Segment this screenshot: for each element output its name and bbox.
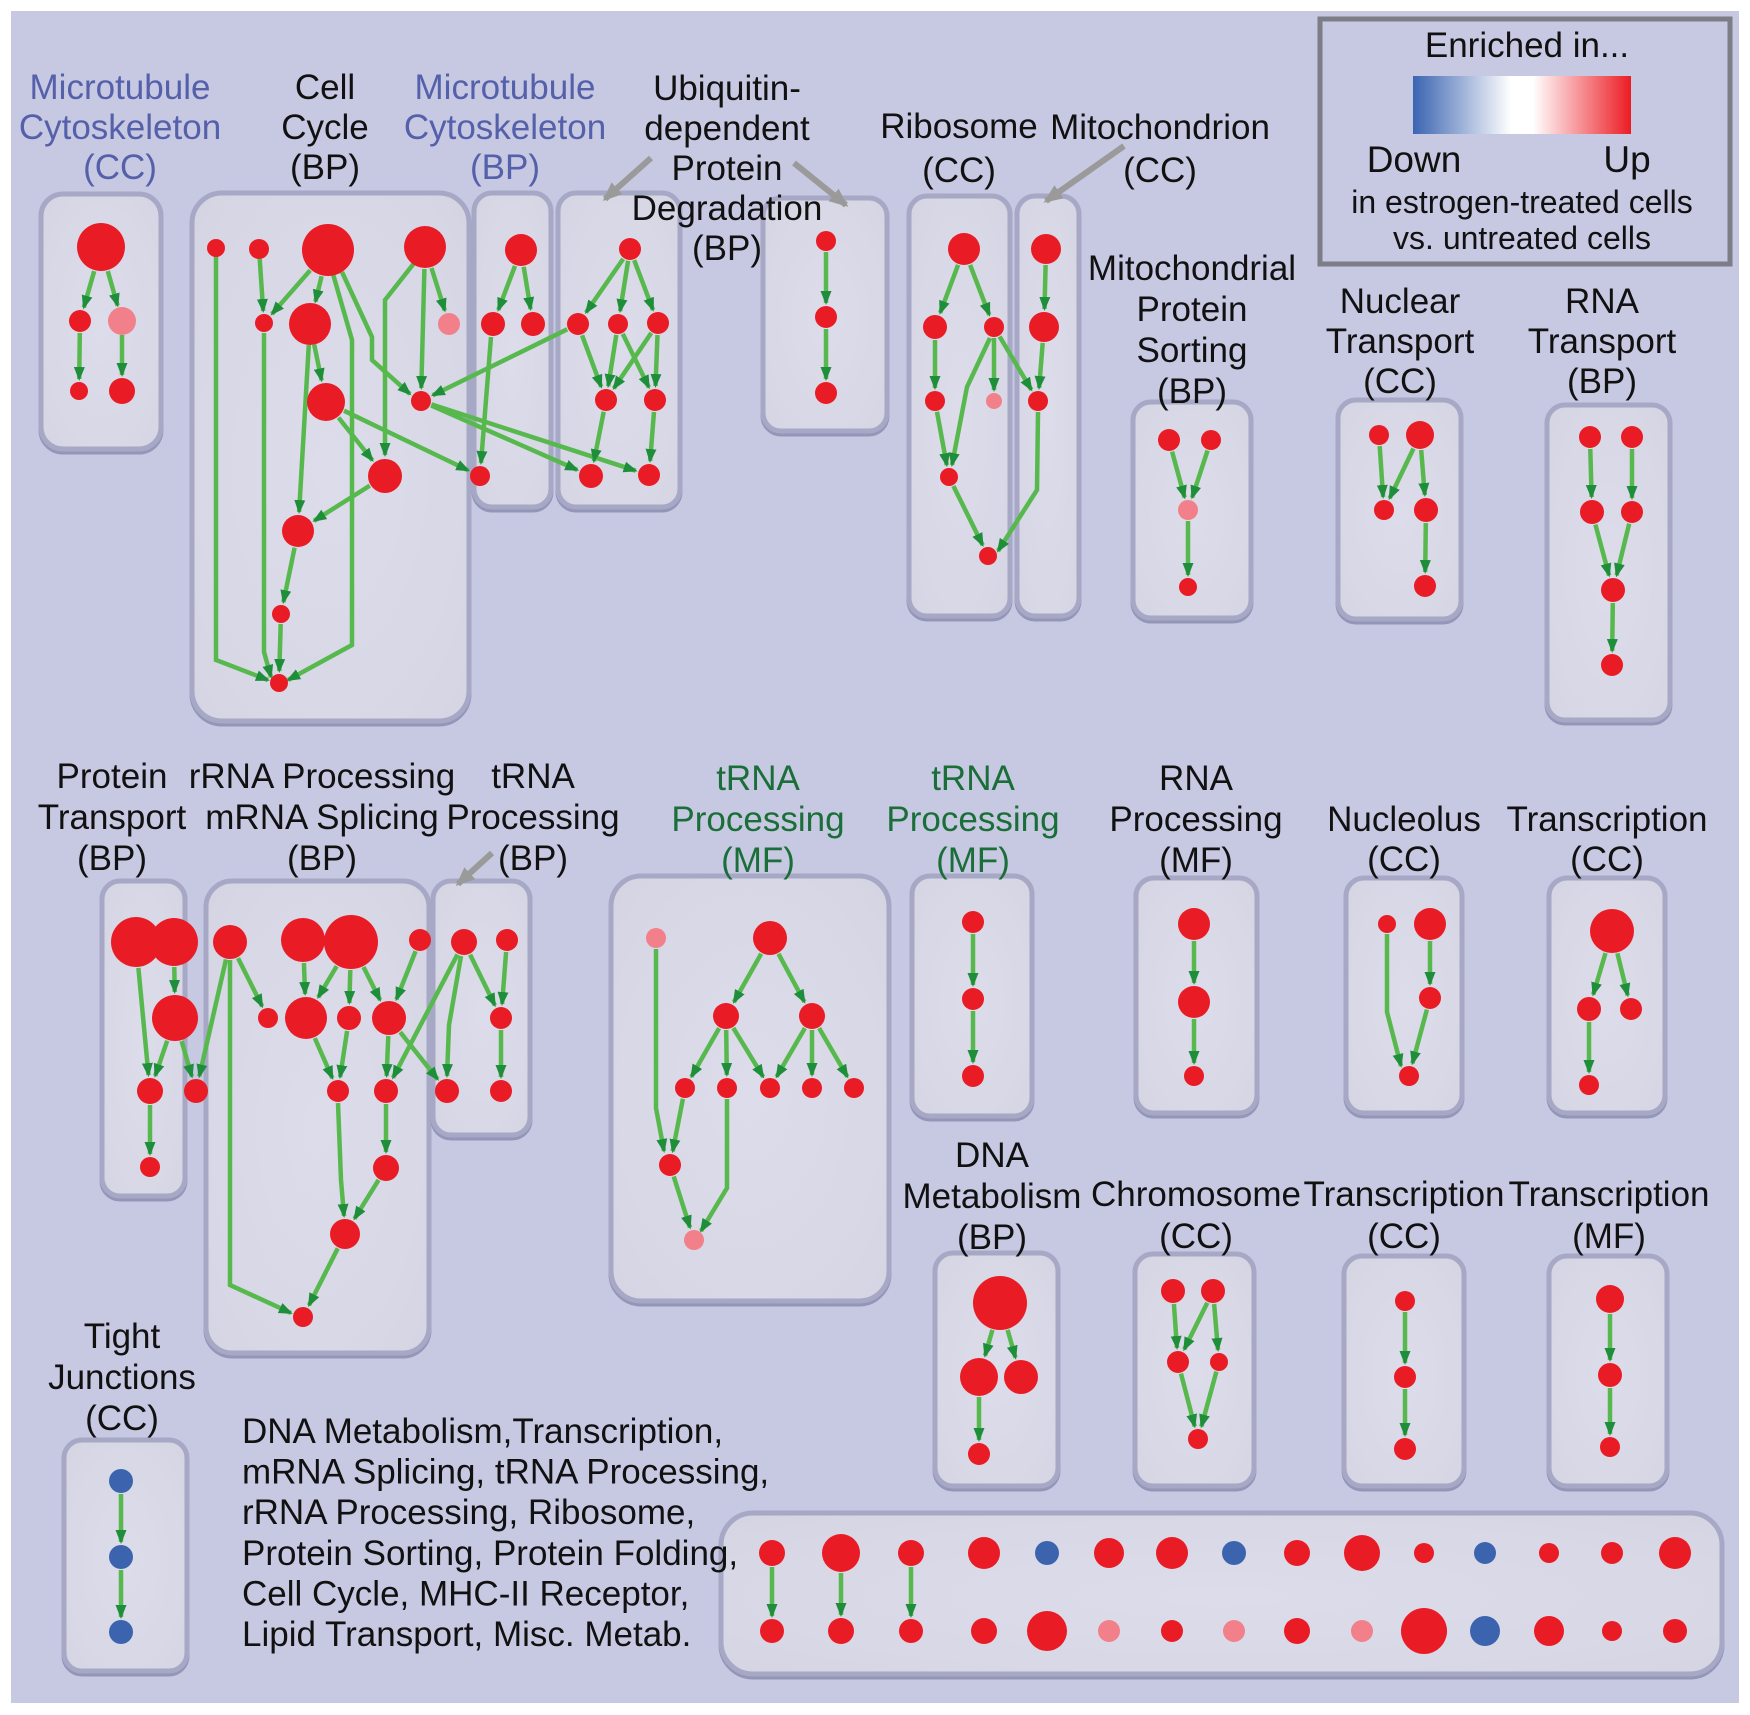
svg-text:(BP): (BP) — [287, 839, 357, 878]
svg-text:Transcription: Transcription — [1507, 800, 1708, 839]
svg-text:Nuclear: Nuclear — [1340, 282, 1461, 321]
svg-text:Metabolism: Metabolism — [903, 1177, 1082, 1216]
svg-text:rRNA Processing, Ribosome,: rRNA Processing, Ribosome, — [242, 1493, 695, 1532]
svg-text:Cell Cycle, MHC-II Receptor,: Cell Cycle, MHC-II Receptor, — [242, 1574, 689, 1613]
svg-text:Microtubule: Microtubule — [415, 68, 596, 107]
svg-text:Processing: Processing — [446, 798, 619, 837]
svg-text:Protein: Protein — [672, 149, 783, 188]
svg-text:Transport: Transport — [38, 798, 187, 837]
svg-text:Cycle: Cycle — [281, 108, 369, 147]
svg-text:(BP): (BP) — [957, 1218, 1027, 1257]
svg-text:(CC): (CC) — [1367, 840, 1441, 879]
svg-text:Microtubule: Microtubule — [30, 68, 211, 107]
svg-text:Ribosome: Ribosome — [880, 107, 1038, 146]
svg-text:tRNA: tRNA — [491, 757, 575, 796]
svg-text:(BP): (BP) — [290, 148, 360, 187]
svg-text:(BP): (BP) — [77, 839, 147, 878]
svg-text:(CC): (CC) — [1367, 1217, 1441, 1256]
svg-text:Cytoskeleton: Cytoskeleton — [404, 108, 606, 147]
svg-text:mRNA Splicing: mRNA Splicing — [205, 798, 438, 837]
svg-text:Lipid Transport, Misc. Metab.: Lipid Transport, Misc. Metab. — [242, 1615, 691, 1654]
svg-text:Transport: Transport — [1326, 322, 1475, 361]
svg-text:Protein Sorting, Protein Foldi: Protein Sorting, Protein Folding, — [242, 1534, 738, 1573]
svg-text:Down: Down — [1367, 139, 1462, 180]
svg-text:rRNA Processing: rRNA Processing — [189, 757, 455, 796]
svg-text:(MF): (MF) — [1572, 1217, 1646, 1256]
svg-text:(CC): (CC) — [83, 148, 157, 187]
svg-text:(BP): (BP) — [498, 839, 568, 878]
svg-text:Chromosome: Chromosome — [1091, 1175, 1301, 1214]
svg-text:Sorting: Sorting — [1137, 331, 1248, 370]
svg-text:Nucleolus: Nucleolus — [1327, 800, 1481, 839]
svg-text:Ubiquitin-: Ubiquitin- — [653, 69, 801, 108]
svg-text:Mitochondrion: Mitochondrion — [1050, 108, 1270, 147]
svg-text:(MF): (MF) — [936, 841, 1010, 880]
svg-text:in estrogen-treated cells: in estrogen-treated cells — [1351, 184, 1693, 220]
svg-text:Transport: Transport — [1528, 322, 1677, 361]
svg-text:DNA: DNA — [955, 1136, 1030, 1175]
svg-text:Degradation: Degradation — [632, 189, 823, 228]
svg-text:dependent: dependent — [644, 109, 810, 148]
svg-text:(BP): (BP) — [470, 148, 540, 187]
svg-text:tRNA: tRNA — [931, 759, 1015, 798]
svg-text:DNA Metabolism,Transcription,: DNA Metabolism,Transcription, — [242, 1412, 723, 1451]
svg-text:Processing: Processing — [886, 800, 1059, 839]
svg-text:Enriched in...: Enriched in... — [1425, 26, 1629, 65]
svg-text:Mitochondrial: Mitochondrial — [1088, 249, 1296, 288]
svg-text:(BP): (BP) — [692, 229, 762, 268]
svg-text:(CC): (CC) — [922, 151, 996, 190]
svg-text:(MF): (MF) — [1159, 841, 1233, 880]
svg-text:vs. untreated cells: vs. untreated cells — [1393, 220, 1651, 256]
svg-text:Tight: Tight — [84, 1317, 161, 1356]
svg-text:(CC): (CC) — [1570, 840, 1644, 879]
svg-text:Transcription: Transcription — [1509, 1175, 1710, 1214]
svg-text:(CC): (CC) — [1363, 362, 1437, 401]
svg-text:mRNA Splicing, tRNA Processing: mRNA Splicing, tRNA Processing, — [242, 1453, 769, 1492]
svg-text:Processing: Processing — [1109, 800, 1282, 839]
svg-text:Cytoskeleton: Cytoskeleton — [19, 108, 221, 147]
svg-text:(BP): (BP) — [1157, 372, 1227, 411]
svg-text:Junctions: Junctions — [48, 1358, 196, 1397]
svg-text:Processing: Processing — [671, 800, 844, 839]
svg-text:RNA: RNA — [1159, 759, 1234, 798]
svg-text:(CC): (CC) — [1123, 151, 1197, 190]
svg-text:Transcription: Transcription — [1304, 1175, 1505, 1214]
svg-text:tRNA: tRNA — [716, 759, 800, 798]
svg-text:Protein: Protein — [1137, 290, 1248, 329]
svg-text:(CC): (CC) — [1159, 1217, 1233, 1256]
svg-text:(BP): (BP) — [1567, 362, 1637, 401]
svg-text:Cell: Cell — [295, 68, 355, 107]
svg-text:Protein: Protein — [57, 757, 168, 796]
svg-text:RNA: RNA — [1565, 282, 1640, 321]
svg-text:Up: Up — [1603, 139, 1650, 180]
svg-text:(MF): (MF) — [721, 841, 795, 880]
svg-text:(CC): (CC) — [85, 1399, 159, 1438]
